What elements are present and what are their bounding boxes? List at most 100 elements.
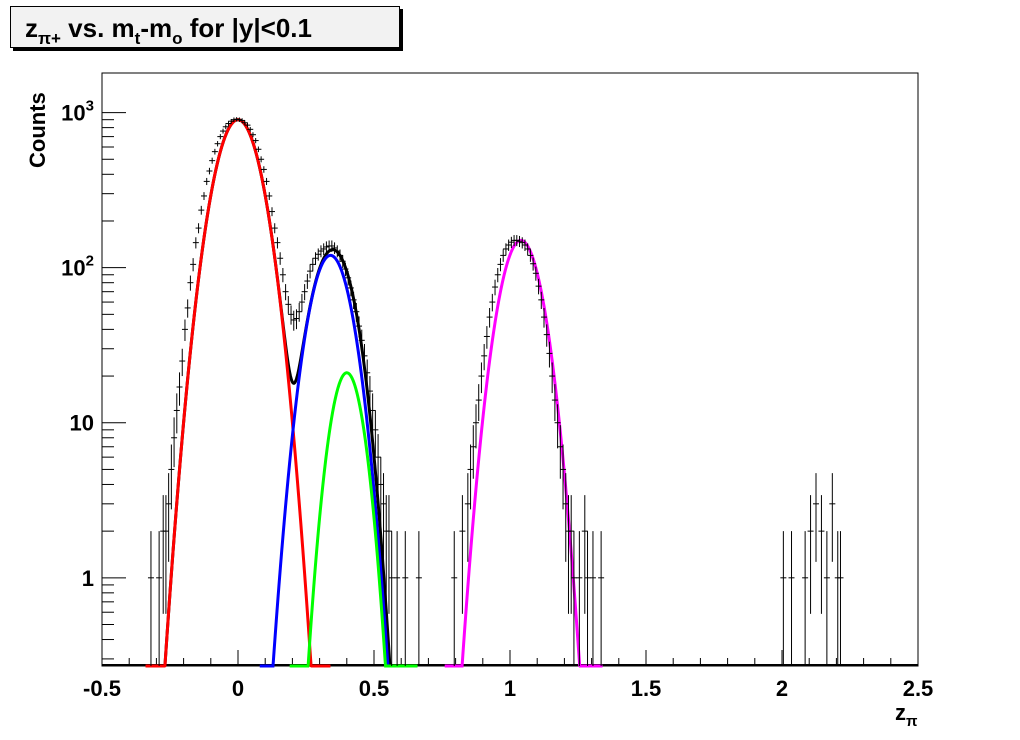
title-dash-m: -m [140,13,172,43]
title-rest: for |y|<0.1 [183,13,312,43]
data-point [147,531,154,666]
data-point [293,309,300,330]
data-point [328,240,335,252]
data-point [568,495,575,614]
axis-ticks [101,112,919,666]
chart-title-text: zπ+ vs. mt-mo for |y|<0.1 [25,13,312,48]
data-point [258,156,265,163]
data-point [249,132,256,138]
data-point [222,124,229,130]
y-tick-label: 103 [61,98,94,126]
data-point [337,249,343,262]
x-axis-label: zπ [895,700,918,730]
data-point [342,262,349,277]
x-axis-label-subscript: π [906,713,918,730]
data-point [380,473,387,562]
data-point [162,495,169,614]
title-z-subscript: π+ [38,29,61,48]
data-points [147,117,844,666]
data-point [277,252,284,265]
y-axis-label: Counts [25,92,50,168]
data-point [214,141,221,147]
data-point [451,531,458,666]
data-point [516,235,523,248]
x-axis-label-main: z [895,700,906,725]
data-point [475,384,482,422]
data-point [497,258,504,272]
data-point [353,302,360,322]
data-point [492,279,499,296]
title-mt-subscript: t [135,29,141,48]
data-point [304,273,311,289]
data-point [217,134,224,140]
x-tick-label: -0.5 [83,676,121,701]
data-point [165,473,172,562]
data-point [195,223,202,234]
data-point [837,531,844,666]
data-point [532,266,539,281]
chart-title: zπ+ vs. mt-mo for |y|<0.1 [25,13,312,48]
data-point [554,404,561,449]
y-tick-label: 102 [61,253,94,281]
data-point [347,280,354,297]
data-point [247,126,254,132]
data-point [171,417,178,468]
data-point [584,531,591,666]
data-point [160,495,167,614]
data-point [505,239,512,251]
data-point [549,362,556,394]
data-point [323,241,330,253]
data-point [402,531,409,666]
data-point [192,237,199,249]
data-point [190,258,197,272]
data-point [356,316,363,338]
data-point [296,302,303,322]
title-vs: vs. m [61,13,135,43]
data-point [339,255,346,268]
x-tick-label: 2.5 [903,676,934,701]
x-tick-label: 2 [776,676,788,701]
fit-curves [102,118,918,668]
data-point [467,444,474,510]
fit-curve-second [259,253,407,668]
data-point [369,393,376,434]
data-point [524,243,531,256]
data-point [206,167,213,175]
data-point [271,223,278,234]
data-point [241,120,248,126]
data-point [473,404,479,449]
data-point [260,166,267,173]
data-point [358,329,365,353]
data-point [489,293,496,312]
data-point [372,410,379,458]
data-point [315,248,322,261]
data-point [279,268,286,283]
data-point [377,457,384,532]
data-point [361,343,368,371]
data-point [345,270,352,286]
data-point [589,531,596,666]
data-point [788,531,795,666]
data-point [290,310,297,331]
data-point [478,362,485,394]
data-point [198,205,205,215]
x-tick-label: 0.5 [359,676,390,701]
data-point [543,324,550,347]
data-point [269,207,275,217]
data-point [576,531,583,666]
data-point [546,341,553,368]
data-point [513,235,520,247]
title-mo-subscript: o [172,29,182,48]
data-point [211,148,218,155]
data-point [598,531,605,666]
chart-title-box: zπ+ vs. mt-mo for |y|<0.1 [10,6,400,48]
data-point [320,243,327,256]
data-point [802,531,809,666]
data-point [181,319,188,341]
data-point [201,192,207,201]
data-point [780,531,787,666]
data-point [252,137,259,144]
data-point [486,308,493,328]
